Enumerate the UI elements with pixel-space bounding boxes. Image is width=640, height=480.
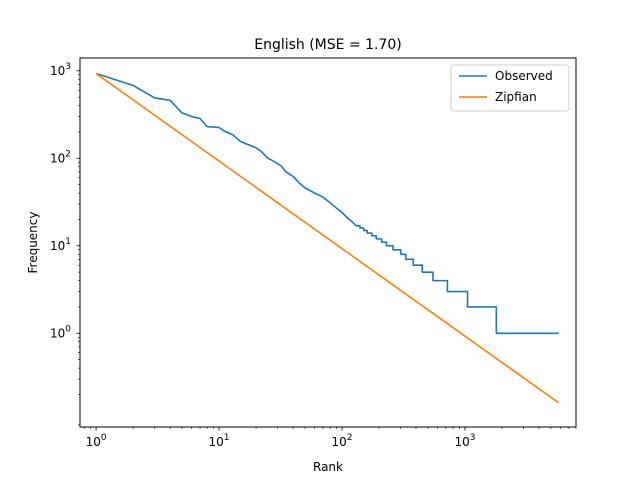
x-tick-base: 10 — [331, 435, 346, 449]
x-tick-exponent: 1 — [224, 433, 230, 443]
y-tick-base: 10 — [50, 239, 65, 253]
series-line-observed — [95, 72, 559, 335]
x-tick-exponent: 0 — [101, 433, 107, 443]
legend-label-zipfian: Zipfian — [495, 90, 537, 104]
series-line-zipfian — [95, 72, 560, 404]
y-tick-exponent: 2 — [65, 149, 71, 159]
x-tick-base: 10 — [209, 435, 224, 449]
x-tick-base: 10 — [86, 435, 101, 449]
x-tick-label: 100 — [86, 433, 107, 449]
y-tick-exponent: 0 — [65, 324, 71, 334]
x-tick-exponent: 3 — [470, 433, 476, 443]
y-tick-base: 10 — [50, 326, 65, 340]
y-tick-exponent: 3 — [65, 62, 71, 72]
x-tick-base: 10 — [454, 435, 469, 449]
x-tick-exponent: 2 — [347, 433, 353, 443]
y-tick-label: 102 — [50, 149, 71, 165]
y-tick-base: 10 — [50, 64, 65, 78]
x-tick-label: 103 — [454, 433, 475, 449]
series-layer — [95, 72, 560, 404]
x-axis-title: Rank — [313, 460, 343, 474]
x-tick-label: 101 — [209, 433, 230, 449]
chart-title: English (MSE = 1.70) — [254, 37, 402, 53]
y-tick-label: 103 — [50, 62, 71, 78]
plot-frame — [79, 57, 577, 428]
x-tick-label: 102 — [331, 433, 352, 449]
y-tick-label: 100 — [50, 324, 71, 340]
legend-label-observed: Observed — [495, 69, 553, 83]
y-tick-exponent: 1 — [65, 237, 71, 247]
legend: Observed Zipfian — [450, 64, 570, 112]
y-tick-base: 10 — [50, 151, 65, 165]
y-axis-title: Frequency — [26, 212, 40, 274]
y-tick-label: 101 — [50, 237, 71, 253]
